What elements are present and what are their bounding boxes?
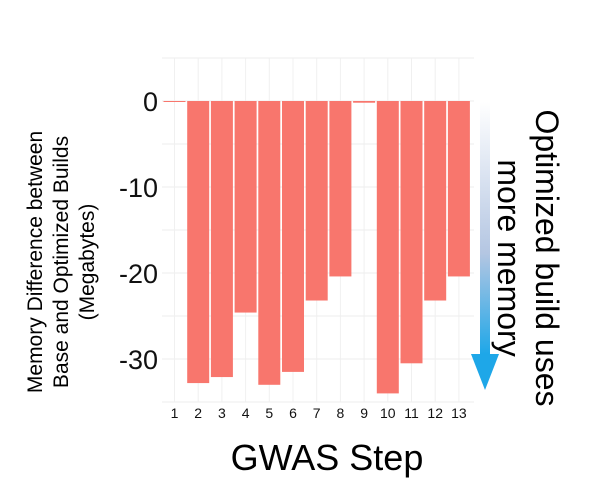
- y-tick-label: -20: [119, 259, 158, 289]
- bar-step-8: [329, 101, 352, 277]
- svg-text:Memory Difference between: Memory Difference between: [24, 131, 47, 393]
- bar-step-11: [400, 101, 423, 364]
- x-tick-label: 6: [289, 405, 297, 421]
- y-tick-label: -30: [119, 345, 158, 375]
- x-tick-label: 7: [313, 405, 321, 421]
- x-tick-label: 12: [427, 405, 443, 421]
- bar-step-4: [234, 101, 257, 313]
- x-tick-label: 9: [360, 405, 368, 421]
- svg-text:Base and Optimized Builds: Base and Optimized Builds: [50, 136, 73, 388]
- x-tick-label: 1: [171, 405, 179, 421]
- x-tick-label: 10: [380, 405, 396, 421]
- y-tick-label: -10: [119, 173, 158, 203]
- bar-step-13: [447, 101, 470, 277]
- x-tick-label: 11: [404, 405, 419, 421]
- bar-step-9: [353, 101, 376, 103]
- bar-step-1: [163, 101, 186, 102]
- x-tick-label: 4: [242, 405, 250, 421]
- bar-step-12: [424, 101, 447, 301]
- annotation-text: Optimized build uses more memory: [491, 109, 565, 406]
- bar-step-5: [258, 101, 281, 385]
- y-tick-labels: 0 -10 -20 -30: [119, 87, 158, 375]
- annotation-arrow: [471, 102, 499, 390]
- x-tick-label: 8: [337, 405, 345, 421]
- bar-step-6: [282, 101, 304, 372]
- x-axis-label: GWAS Step: [231, 437, 424, 478]
- bar-step-10: [376, 101, 399, 394]
- x-tick-labels: 1 2 3 4 5 6 7 8 9 10 11 12 13: [171, 405, 467, 421]
- y-axis-label: Memory Difference between Base and Optim…: [24, 131, 99, 393]
- bar-step-2: [187, 101, 210, 384]
- svg-text:(Megabytes): (Megabytes): [76, 204, 99, 321]
- svg-text:more memory: more memory: [491, 159, 527, 356]
- y-tick-label: 0: [143, 87, 158, 117]
- x-tick-label: 5: [265, 405, 273, 421]
- x-tick-label: 13: [451, 405, 467, 421]
- x-tick-label: 3: [218, 405, 226, 421]
- svg-text:Optimized build uses: Optimized build uses: [529, 109, 565, 406]
- bar-step-3: [210, 101, 233, 378]
- bars: [163, 101, 470, 394]
- bar-step-7: [305, 101, 328, 301]
- x-tick-label: 2: [194, 405, 202, 421]
